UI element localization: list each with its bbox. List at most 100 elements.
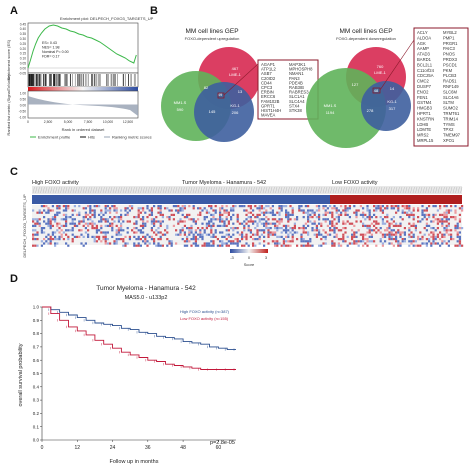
gene-name: ALDOA — [417, 35, 431, 40]
heatmap-header-left: High FOXO activity — [32, 180, 79, 186]
heatmap-cell — [205, 222, 208, 225]
heatmap-cell — [370, 222, 373, 225]
heatmap-cell — [62, 213, 65, 216]
heatmap-cell — [210, 227, 213, 230]
gene-name: TPX2 — [443, 127, 454, 132]
heatmap-cell — [34, 233, 37, 236]
heatmap-cell — [326, 218, 329, 221]
heatmap-cell — [406, 213, 409, 216]
heatmap-cell — [362, 224, 365, 227]
heatmap-cell — [219, 207, 222, 210]
heatmap-cell — [38, 211, 41, 214]
heatmap-cell — [414, 244, 417, 247]
heatmap-cell — [318, 216, 321, 219]
heatmap-cell — [62, 224, 65, 227]
heatmap-cell — [421, 218, 424, 221]
heatmap-cell — [366, 227, 369, 230]
heatmap-cell — [353, 235, 356, 238]
heatmap-cell — [260, 222, 263, 225]
heatmap-cell — [71, 209, 74, 212]
heatmap-cell — [89, 207, 92, 210]
heatmap-cell — [443, 227, 446, 230]
column-label-mark — [395, 186, 398, 194]
heatmap-cell — [414, 240, 417, 243]
heatmap-cell — [183, 207, 186, 210]
heatmap-cell — [247, 211, 250, 214]
heatmap-cell — [234, 238, 237, 241]
heatmap-cell — [397, 242, 400, 245]
heatmap-cell — [91, 224, 94, 227]
column-label-mark — [145, 186, 148, 194]
gene-name: SLC4A4 — [289, 99, 305, 104]
heatmap-cell — [267, 222, 270, 225]
heatmap-cell — [100, 240, 103, 243]
heatmap-cell — [241, 244, 244, 247]
heatmap-cell — [89, 222, 92, 225]
venn-left-rb: 13 — [238, 89, 243, 94]
km-ylabel: overall survival probability — [18, 343, 24, 406]
heatmap-cell — [113, 207, 116, 210]
heatmap-cell — [192, 220, 195, 223]
heatmap-cell — [331, 240, 334, 243]
heatmap-cell — [201, 238, 204, 241]
heatmap-cell — [432, 235, 435, 238]
heatmap-cell — [82, 244, 85, 247]
heatmap-cell — [120, 222, 123, 225]
heatmap-cell — [256, 233, 259, 236]
heatmap-cell — [381, 233, 384, 236]
heatmap-cell — [65, 205, 68, 208]
column-label-mark — [95, 186, 98, 194]
column-label-mark — [147, 186, 150, 194]
heatmap-cell — [333, 224, 336, 227]
heatmap-cell — [142, 222, 145, 225]
heatmap-cell — [364, 238, 367, 241]
heatmap-cell — [344, 231, 347, 234]
heatmap-cell — [212, 216, 215, 219]
heatmap-cell — [379, 209, 382, 212]
heatmap-cell — [439, 218, 442, 221]
heatmap-cell — [159, 209, 162, 212]
heatmap-cell — [351, 242, 354, 245]
heatmap-cell — [340, 244, 343, 247]
heatmap-cell — [267, 231, 270, 234]
heatmap-cell — [142, 207, 145, 210]
heatmap-cell — [447, 218, 450, 221]
heatmap-cell — [454, 227, 457, 230]
gene-name: SLTM — [443, 100, 454, 105]
heatmap-cell — [43, 220, 46, 223]
heatmap-cell — [32, 224, 35, 227]
heatmap-cell — [212, 222, 215, 225]
heatmap-cell — [179, 220, 182, 223]
heatmap-cell — [342, 233, 345, 236]
heatmap-cell — [458, 238, 461, 241]
heatmap-cell — [95, 240, 98, 243]
km-ytick-label: 0.7 — [33, 345, 40, 350]
heatmap-cell — [307, 220, 310, 223]
heatmap-cell — [271, 240, 274, 243]
heatmap-cell — [302, 209, 305, 212]
heatmap-cell — [423, 213, 426, 216]
heatmap-cell — [208, 242, 211, 245]
heatmap-cell — [172, 213, 175, 216]
heatmap-cell — [399, 222, 402, 225]
heatmap-cell — [214, 229, 217, 232]
column-label-mark — [202, 186, 205, 194]
heatmap-cell — [32, 244, 35, 247]
heatmap-cell — [232, 205, 235, 208]
heatmap-cell — [166, 244, 169, 247]
heatmap-cell — [135, 238, 138, 241]
heatmap-cell — [318, 213, 321, 216]
heatmap-cell — [137, 235, 140, 238]
heatmap-cell — [122, 238, 125, 241]
heatmap-cell — [245, 238, 248, 241]
heatmap-cell — [452, 238, 455, 241]
heatmap-cell — [381, 209, 384, 212]
heatmap-cell — [340, 229, 343, 232]
heatmap-cell — [120, 218, 123, 221]
heatmap-cell — [311, 209, 314, 212]
heatmap-cell — [285, 209, 288, 212]
heatmap-cell — [428, 233, 431, 236]
heatmap-cell — [139, 218, 142, 221]
heatmap-cell — [225, 218, 228, 221]
